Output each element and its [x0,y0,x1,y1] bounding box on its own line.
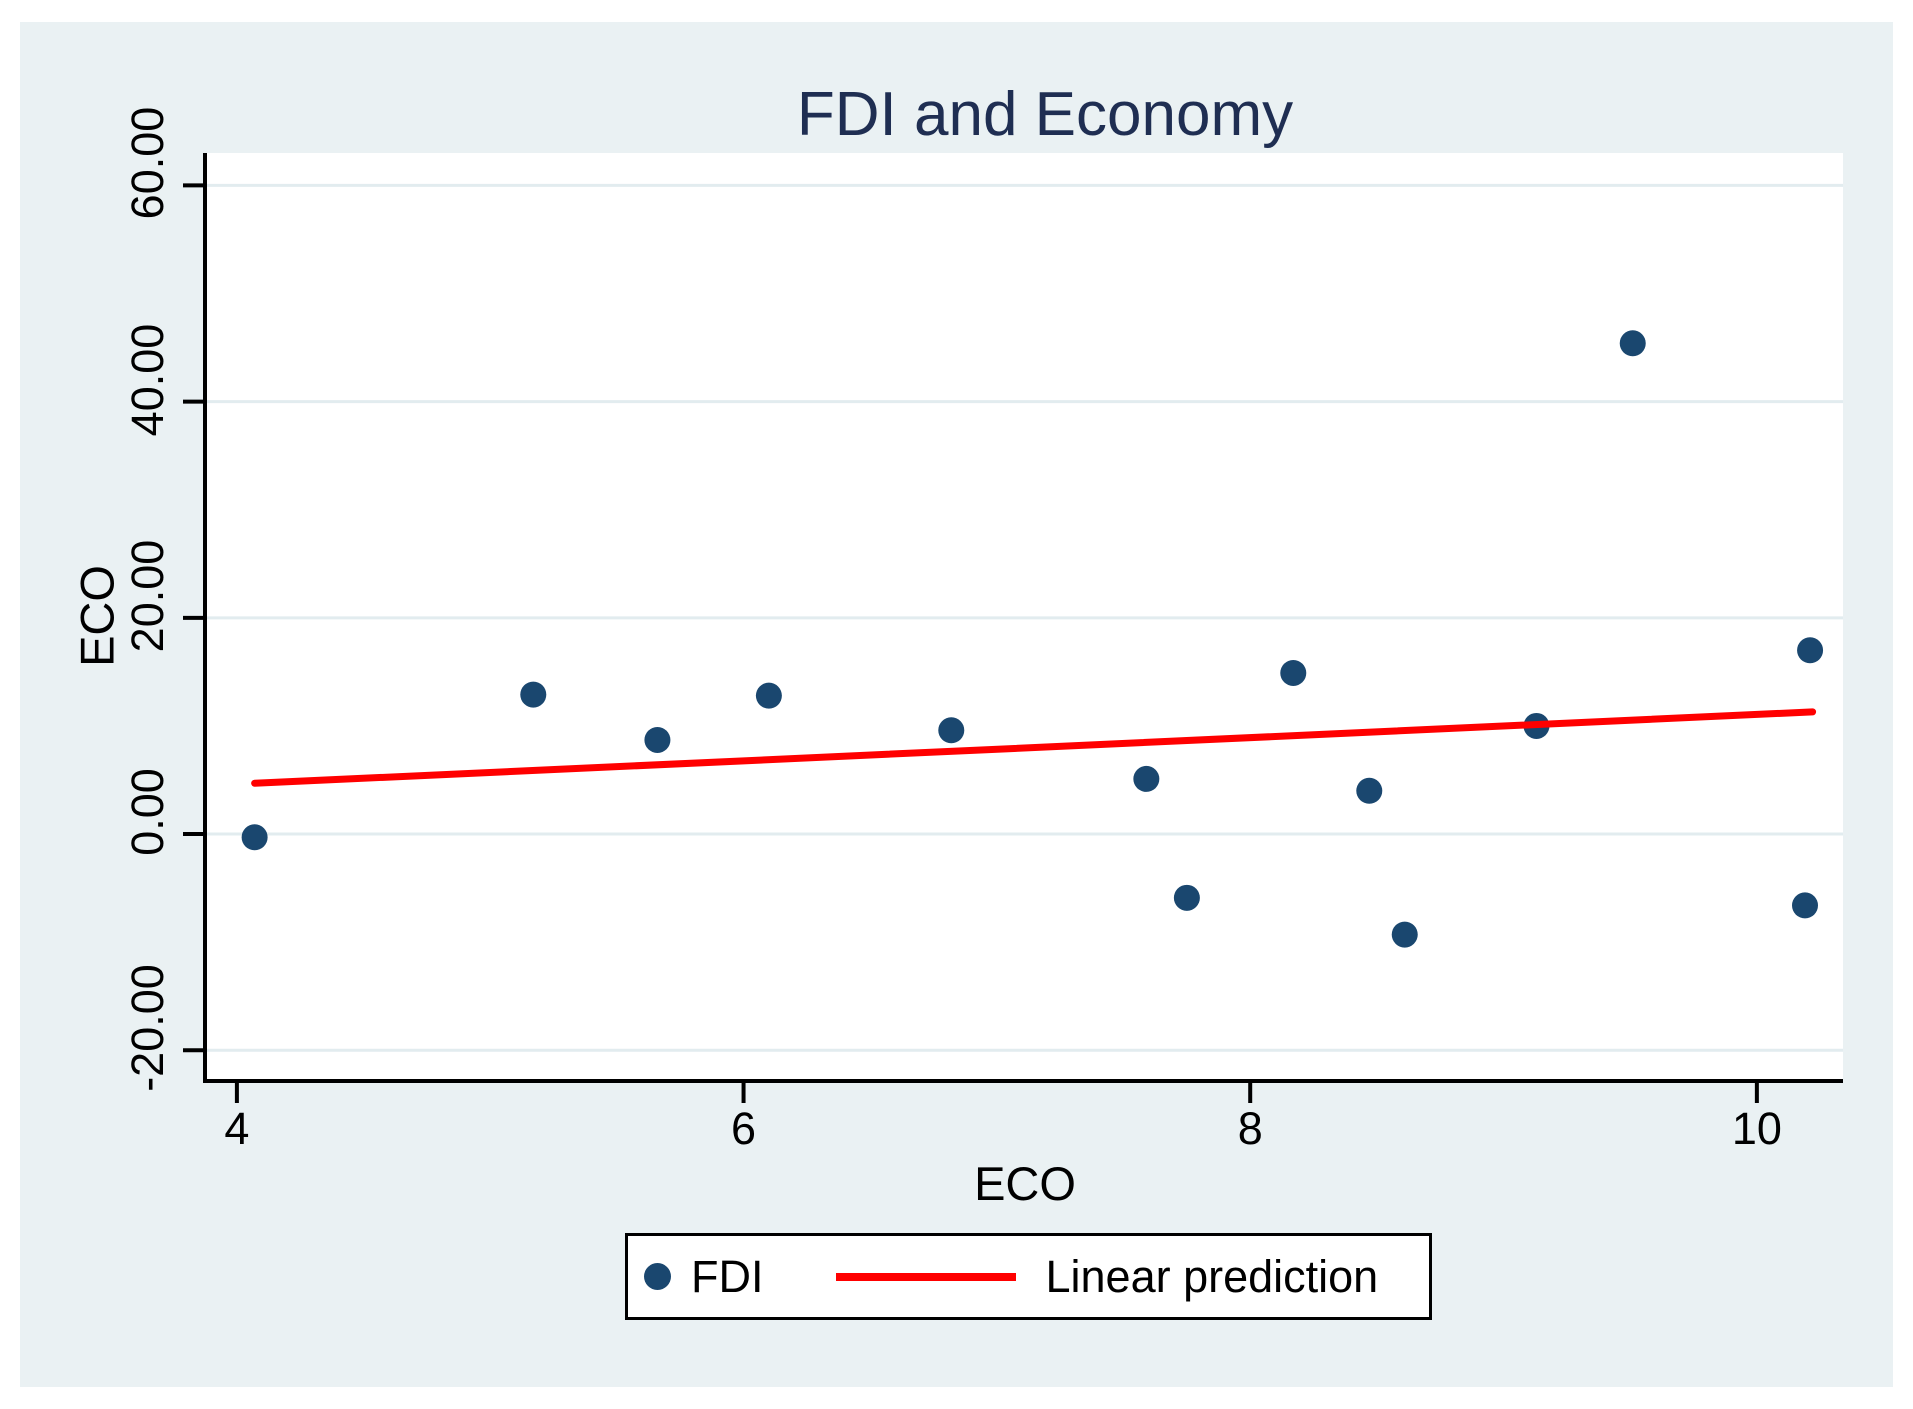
scatter-point [644,726,671,753]
scatter-point [1173,884,1200,911]
scatter-point [1797,637,1824,664]
scatter-point [1356,777,1383,804]
scatter-point [241,824,268,851]
scatter-point [1391,921,1418,948]
scatter-point [938,717,965,744]
scatter-point [1133,765,1160,792]
legend-line-marker-icon [835,1272,1016,1281]
x-tick-label: 4 [224,1103,250,1154]
x-tick-label: 8 [1237,1103,1263,1154]
plot-background [207,153,1843,1079]
x-tick-label: 6 [731,1103,757,1154]
legend-label-fdi: FDI [691,1250,764,1302]
y-tick-label: 60.00 [122,107,173,220]
scatter-point [1792,892,1819,919]
scatter-point [1280,659,1307,686]
legend-label-linear-prediction: Linear prediction [1045,1250,1379,1302]
y-tick-label: 40.00 [122,323,173,436]
scatter-point [1619,330,1646,357]
scatter-point [520,681,547,708]
x-axis-title: ECO [974,1157,1076,1210]
chart-title: FDI and Economy [796,80,1294,149]
y-tick-label: 20.00 [122,539,173,653]
y-axis-title: ECO [70,565,124,667]
legend: FDI Linear prediction [625,1233,1432,1320]
scatter-point [755,682,782,709]
y-tick-label: -20.00 [122,964,173,1093]
legend-scatter-marker-icon [644,1263,671,1290]
prediction-line [251,708,1817,787]
x-tick-label: 10 [1731,1103,1782,1154]
y-tick-label: 0.00 [122,768,173,856]
